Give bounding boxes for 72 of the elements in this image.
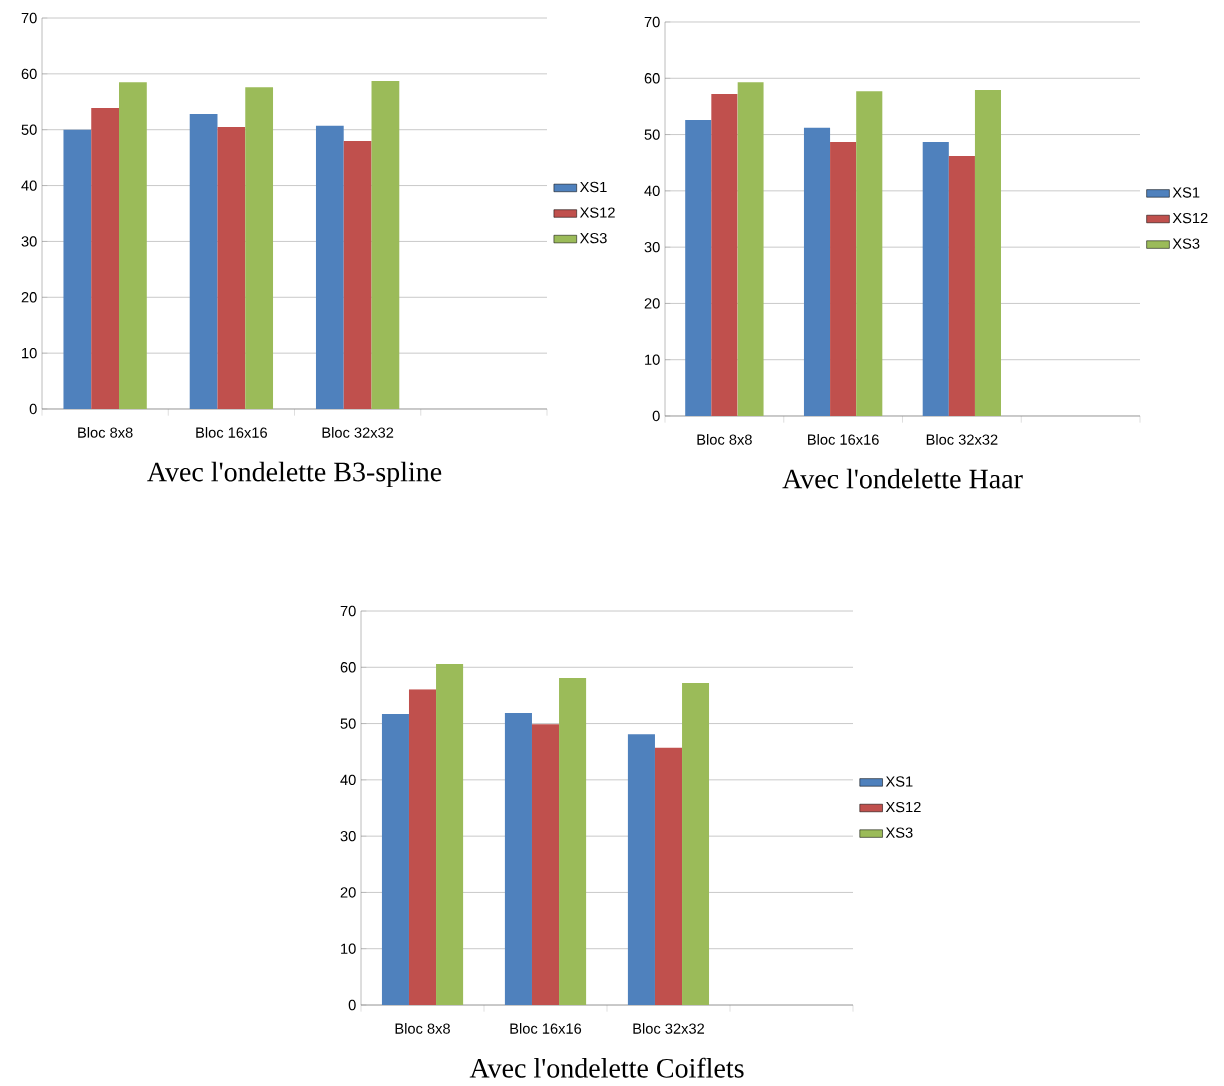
y-tick-label: 0 <box>348 999 356 1011</box>
bar <box>91 107 120 409</box>
bar <box>245 87 274 409</box>
y-tick-label: 30 <box>644 241 660 253</box>
bar <box>922 141 949 416</box>
y-tick-label: 10 <box>341 943 356 954</box>
bar <box>343 140 372 409</box>
bar <box>315 125 344 409</box>
y-tick-label: 70 <box>340 605 356 617</box>
x-tick-label: Bloc 32x32 <box>322 427 394 438</box>
x-tick-label: Bloc 32x32 <box>926 434 998 445</box>
y-tick-label: 20 <box>21 292 37 303</box>
y-tick-label: 60 <box>21 68 37 80</box>
y-tick-label: 40 <box>644 185 660 197</box>
bar <box>436 663 464 1005</box>
bar <box>217 126 246 409</box>
bar <box>381 714 409 1005</box>
legend-label: XS1 <box>885 776 913 787</box>
x-tick-label: Bloc 8x8 <box>697 434 752 445</box>
y-tick-label: 10 <box>22 347 37 359</box>
bar <box>119 82 147 409</box>
y-tick-label: 60 <box>644 73 660 84</box>
x-tick-label: Bloc 16x16 <box>196 427 267 438</box>
text: Avec l'ondelette B3-spline <box>147 461 442 488</box>
y-tick-label: 50 <box>644 129 660 140</box>
bar <box>856 91 883 416</box>
bar <box>63 129 92 409</box>
y-tick-label: 10 <box>645 354 660 365</box>
x-tick-label: Bloc 8x8 <box>395 1023 450 1034</box>
legend-label: XS12 <box>885 801 921 813</box>
y-tick-label: 70 <box>21 12 37 24</box>
x-tick-label: Bloc 32x32 <box>633 1023 705 1034</box>
y-tick-label: 60 <box>340 662 356 673</box>
bar <box>830 141 857 416</box>
bar <box>974 90 1002 416</box>
y-tick-label: 70 <box>644 16 660 28</box>
x-tick-label: Bloc 16x16 <box>510 1023 582 1034</box>
legend-label: XS12 <box>579 207 615 218</box>
x-tick-label: Bloc 8x8 <box>78 427 133 438</box>
bar <box>627 734 655 1005</box>
y-tick-label: 0 <box>29 403 37 415</box>
y-tick-label: 40 <box>340 774 356 786</box>
bar <box>531 724 560 1005</box>
bar <box>682 683 710 1005</box>
bar <box>371 81 400 409</box>
legend-label: XS3 <box>885 827 913 838</box>
y-tick-label: 50 <box>21 124 37 135</box>
bar <box>685 119 712 416</box>
y-tick-label: 50 <box>340 718 356 729</box>
legend-label: XS1 <box>1172 187 1200 198</box>
y-tick-label: 20 <box>340 887 356 898</box>
bar <box>737 82 764 416</box>
bar <box>504 712 532 1005</box>
bar <box>559 677 587 1005</box>
x-tick-label: Bloc 16x16 <box>808 434 879 445</box>
legend-label: XS1 <box>579 181 607 193</box>
y-tick-label: 30 <box>340 830 356 842</box>
y-tick-label: 20 <box>644 298 660 309</box>
y-tick-label: 30 <box>21 236 37 247</box>
bar <box>803 127 831 416</box>
y-tick-label: 40 <box>21 180 37 191</box>
bar <box>189 114 218 409</box>
legend-label: XS3 <box>579 232 607 244</box>
bar <box>948 155 975 416</box>
legend-label: XS3 <box>1172 238 1200 249</box>
bar <box>408 689 437 1005</box>
bar <box>711 94 738 416</box>
y-tick-label: 0 <box>652 410 660 422</box>
text: Avec l'ondelette Coiflets <box>469 1057 744 1078</box>
legend-label: XS12 <box>1172 212 1208 224</box>
text: Avec l'ondelette Haar <box>782 468 1023 489</box>
bar <box>654 747 683 1005</box>
